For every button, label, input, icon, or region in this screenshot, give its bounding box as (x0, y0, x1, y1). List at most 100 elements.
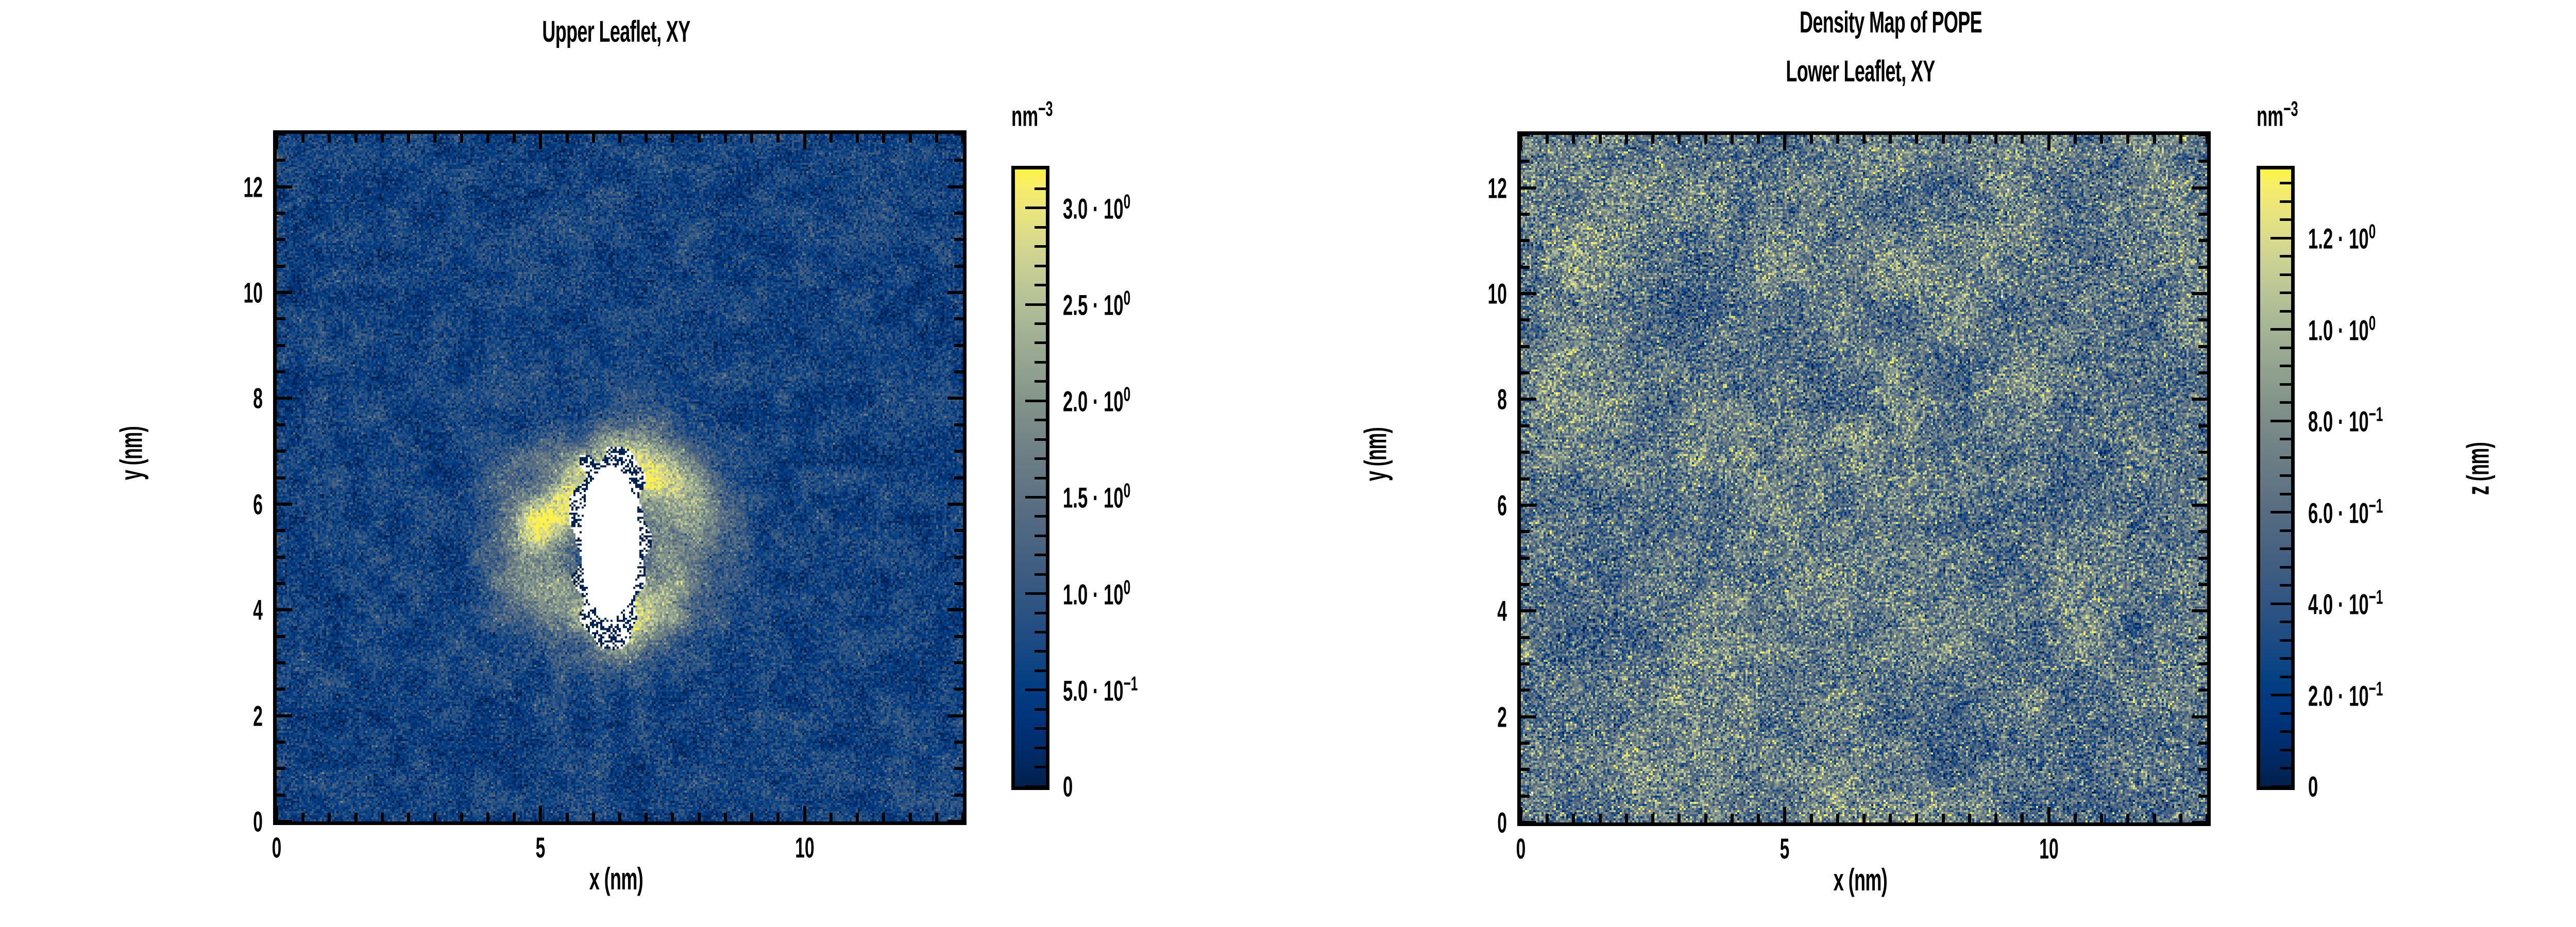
panel-1-ytick-minor[interactable] (277, 661, 285, 664)
panel-1-ytick-minor[interactable] (277, 264, 285, 268)
panel-2-xtick-minor[interactable] (1572, 814, 1575, 822)
panel-2-ytick[interactable] (1521, 292, 1536, 296)
panel-1-ytick-minor[interactable] (277, 450, 285, 453)
panel-2-xtick-minor-top[interactable] (1809, 135, 1813, 144)
panel-1-ytick-minor[interactable] (277, 688, 285, 691)
panel-2-xtick-minor-top[interactable] (1546, 135, 1549, 144)
panel-1-yticklabel[interactable]: 12 (243, 170, 263, 203)
panel-2-xtick-minor-top[interactable] (2126, 135, 2130, 144)
panel-2-ytick-minor-right[interactable] (2198, 556, 2207, 560)
panel-1-yticklabel[interactable]: 2 (253, 699, 263, 732)
panel-2-ytick-minor[interactable] (1521, 133, 1530, 136)
panel-1-xtick-minor[interactable] (935, 813, 938, 821)
panel-1-xtick-minor[interactable] (618, 813, 621, 821)
panel-1-yticklabel[interactable]: 6 (253, 488, 263, 521)
panel-1-xtick-minor-top[interactable] (380, 134, 384, 143)
panel-2-ytick-minor-right[interactable] (2198, 133, 2207, 136)
panel-1-xtick-minor-top[interactable] (618, 134, 621, 143)
panel-1-xtick-minor-top[interactable] (354, 134, 358, 143)
panel-2-ytick-right[interactable] (2192, 186, 2207, 190)
panel-2-ytick-minor[interactable] (1521, 530, 1530, 534)
panel-2-xtick-minor-top[interactable] (1730, 135, 1734, 144)
panel-2-ytick-minor[interactable] (1521, 160, 1530, 163)
panel-2-ytick-minor-right[interactable] (2198, 477, 2207, 480)
panel-1-xticklabel[interactable]: 0 (272, 831, 282, 864)
panel-1-ytick-minor[interactable] (277, 317, 285, 321)
panel-2-ytick-minor-right[interactable] (2198, 451, 2207, 454)
panel-2-ytick-minor-right[interactable] (2198, 239, 2207, 243)
panel-1-xtick-minor-top[interactable] (908, 134, 912, 143)
panel-1-ytick-minor-right[interactable] (954, 688, 963, 691)
panel-1-ytick-minor[interactable] (277, 212, 285, 215)
panel-2-xtick-minor-top[interactable] (2021, 135, 2024, 144)
panel-1-xtick-minor-top[interactable] (961, 134, 964, 143)
panel-1-ytick[interactable] (277, 608, 292, 612)
panel-1-ytick-minor-right[interactable] (954, 555, 963, 559)
panel-1-xtick-minor-top[interactable] (697, 134, 701, 143)
panel-2-xtick-top[interactable] (1783, 135, 1787, 150)
panel-1-ytick-minor[interactable] (277, 132, 285, 135)
panel-2-xtick-minor[interactable] (1809, 814, 1813, 822)
panel-1-xtick-minor[interactable] (776, 813, 780, 821)
panel-1-ytick-minor-right[interactable] (954, 423, 963, 426)
panel-2-ytick-minor[interactable] (1521, 239, 1530, 243)
panel-2-xtick-minor[interactable] (1915, 814, 1919, 822)
panel-2-xtick-minor[interactable] (2126, 814, 2130, 822)
panel-1-xtick-minor-top[interactable] (433, 134, 437, 143)
panel-1-xtick[interactable] (275, 806, 278, 821)
panel-1-xtick-top[interactable] (539, 134, 543, 149)
panel-1-ytick-minor-right[interactable] (954, 159, 963, 162)
panel-2-ytick-minor-right[interactable] (2198, 768, 2207, 771)
panel-1-ytick-minor-right[interactable] (954, 661, 963, 664)
panel-1-xtick-minor-top[interactable] (460, 134, 463, 143)
panel-1-ytick-right[interactable] (947, 714, 963, 717)
panel-2-ytick[interactable] (1521, 398, 1536, 401)
panel-1-ytick-minor-right[interactable] (954, 132, 963, 135)
panel-1-ytick-minor[interactable] (277, 529, 285, 533)
panel-2-xtick-minor-top[interactable] (1889, 135, 1892, 144)
panel-1-xtick-top[interactable] (275, 134, 278, 149)
panel-2-ytick-minor-right[interactable] (2198, 689, 2207, 692)
panel-1-ytick-minor-right[interactable] (954, 212, 963, 215)
panel-1-ytick-minor[interactable] (277, 344, 285, 347)
panel-2-ytick-right[interactable] (2192, 503, 2207, 507)
panel-2-xtick-minor[interactable] (1757, 814, 1760, 822)
panel-1-yticklabel[interactable]: 0 (253, 805, 263, 838)
panel-2-xtick-minor[interactable] (1889, 814, 1892, 822)
panel-1-ytick-right[interactable] (947, 502, 963, 506)
panel-2-ytick-minor[interactable] (1521, 768, 1530, 771)
panel-1-xtick-minor-top[interactable] (565, 134, 569, 143)
panel-2-ytick-minor[interactable] (1521, 265, 1530, 269)
panel-1-ytick[interactable] (277, 714, 292, 717)
panel-1-xtick-minor[interactable] (460, 813, 463, 821)
panel-1-ytick-minor-right[interactable] (954, 264, 963, 268)
panel-2-ytick-minor[interactable] (1521, 424, 1530, 427)
panel-1-ytick-minor-right[interactable] (954, 317, 963, 321)
panel-1-xtick-minor-top[interactable] (723, 134, 727, 143)
panel-2-ytick[interactable] (1521, 715, 1536, 718)
panel-1-xtick-minor[interactable] (301, 813, 305, 821)
panel-1-xtick-minor[interactable] (486, 813, 489, 821)
panel-1-ytick[interactable] (277, 820, 292, 823)
panel-1-xtick-minor[interactable] (856, 813, 859, 821)
panel-1-xtick-top[interactable] (803, 134, 806, 149)
panel-2-xtick-minor-top[interactable] (1677, 135, 1681, 144)
panel-2-ytick-minor[interactable] (1521, 477, 1530, 480)
panel-2-xtick-minor[interactable] (1836, 814, 1839, 822)
panel-2-xtick-minor-top[interactable] (1704, 135, 1707, 144)
panel-1-ytick-minor-right[interactable] (954, 450, 963, 453)
panel-1-ytick-minor[interactable] (277, 238, 285, 242)
panel-1-xtick-minor[interactable] (671, 813, 674, 821)
panel-1-ytick[interactable] (277, 502, 292, 506)
panel-2-xtick-minor-top[interactable] (1598, 135, 1602, 144)
panel-1-xtick-minor[interactable] (697, 813, 701, 821)
panel-1-xtick-minor[interactable] (908, 813, 912, 821)
panel-2-xtick-minor-top[interactable] (1862, 135, 1866, 144)
panel-2-xtick-minor[interactable] (1624, 814, 1628, 822)
panel-2-yticklabel[interactable]: 0 (1497, 806, 1507, 839)
panel-2-yticklabel[interactable]: 6 (1497, 489, 1507, 522)
panel-1-xtick-minor[interactable] (750, 813, 754, 821)
panel-2-ytick-minor[interactable] (1521, 213, 1530, 216)
panel-1-ytick-minor[interactable] (277, 159, 285, 162)
panel-2-ytick-right[interactable] (2192, 292, 2207, 296)
